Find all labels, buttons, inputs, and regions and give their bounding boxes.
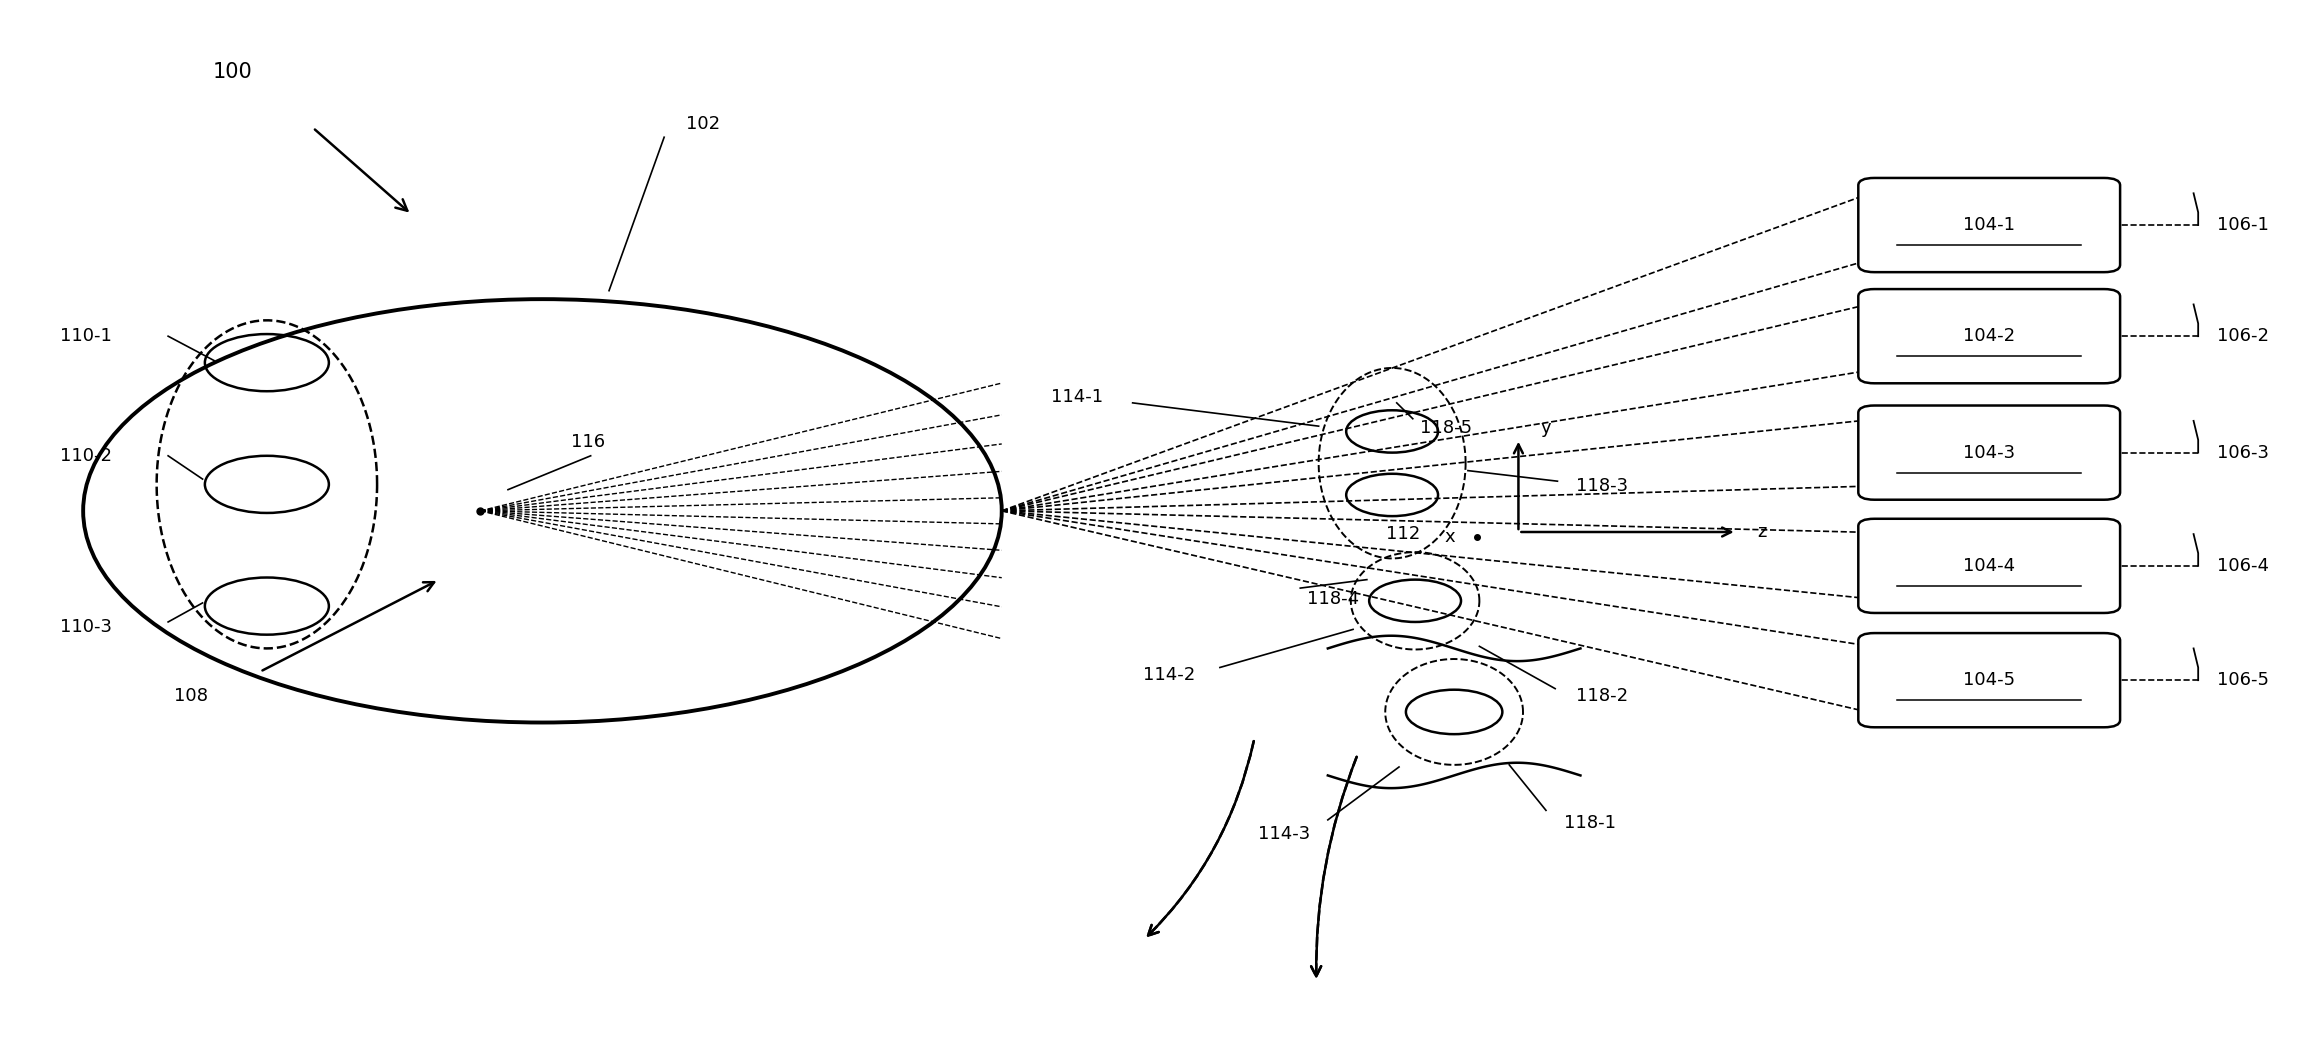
Text: 114-2: 114-2 xyxy=(1144,666,1195,684)
Text: y: y xyxy=(1540,419,1552,437)
FancyBboxPatch shape xyxy=(1858,519,2120,613)
Text: 104-2: 104-2 xyxy=(1964,328,2014,345)
FancyBboxPatch shape xyxy=(1858,405,2120,500)
Text: 104-4: 104-4 xyxy=(1964,556,2014,575)
FancyArrowPatch shape xyxy=(1312,757,1356,977)
FancyArrowPatch shape xyxy=(1149,742,1255,935)
FancyBboxPatch shape xyxy=(1858,633,2120,728)
Text: 104-1: 104-1 xyxy=(1964,216,2014,234)
Text: 108: 108 xyxy=(175,687,207,705)
Text: 104-3: 104-3 xyxy=(1964,444,2014,462)
Text: 110-1: 110-1 xyxy=(60,328,113,345)
Text: 106-1: 106-1 xyxy=(2217,216,2267,234)
Text: 118-4: 118-4 xyxy=(1308,589,1358,608)
Text: 118-2: 118-2 xyxy=(1577,687,1628,705)
Text: x: x xyxy=(1443,529,1455,546)
Text: 106-2: 106-2 xyxy=(2217,328,2267,345)
Text: 110-2: 110-2 xyxy=(60,447,113,465)
Text: 104-5: 104-5 xyxy=(1964,671,2014,689)
Text: z: z xyxy=(1756,523,1766,541)
Text: 114-3: 114-3 xyxy=(1259,825,1310,843)
Text: 114-1: 114-1 xyxy=(1052,387,1103,405)
Text: 110-3: 110-3 xyxy=(60,618,113,636)
Text: 118-1: 118-1 xyxy=(1565,814,1616,832)
Text: 100: 100 xyxy=(212,62,253,82)
Text: 118-5: 118-5 xyxy=(1420,419,1471,437)
FancyBboxPatch shape xyxy=(1858,289,2120,383)
Text: 116: 116 xyxy=(571,433,605,451)
Text: 106-5: 106-5 xyxy=(2217,671,2267,689)
FancyBboxPatch shape xyxy=(1858,178,2120,272)
Text: 106-4: 106-4 xyxy=(2217,556,2267,575)
Text: 102: 102 xyxy=(686,116,721,133)
Text: 106-3: 106-3 xyxy=(2217,444,2267,462)
Text: 118-3: 118-3 xyxy=(1577,478,1628,496)
Text: 112: 112 xyxy=(1386,526,1420,543)
